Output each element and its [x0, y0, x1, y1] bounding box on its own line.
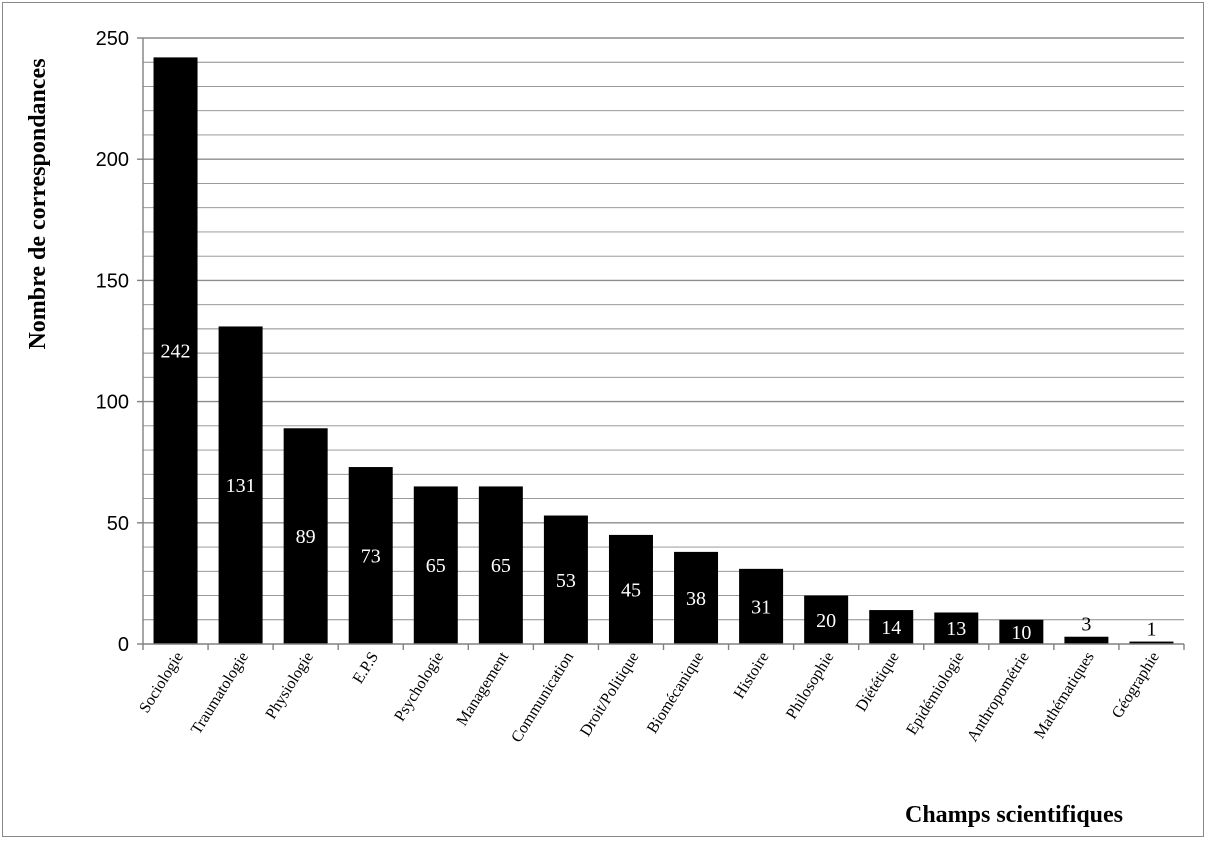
y-tick-label: 150 — [96, 270, 129, 292]
y-tick-label: 100 — [96, 392, 129, 414]
y-tick-label: 50 — [107, 513, 129, 535]
x-tick-labels: Sociologie Traumatologie Physiologie E.P.S P… — [136, 649, 1163, 746]
x-tick-label: Mathématiques — [1031, 649, 1098, 742]
x-tick-label: Traumatologie — [188, 649, 252, 737]
bar — [153, 57, 198, 645]
x-tick-label: Anthropométrie — [964, 649, 1033, 745]
x-tick-label: Psychologie — [391, 649, 447, 724]
x-tick-label: Histoire — [731, 649, 773, 702]
bar — [739, 568, 784, 644]
x-tick-label: E.P.S — [350, 649, 382, 687]
x-tick-label: Droit/Politique — [577, 649, 642, 739]
bar — [608, 534, 653, 644]
bar — [413, 486, 458, 644]
bars — [153, 57, 1174, 645]
data-label: 89 — [296, 526, 316, 548]
x-tick-label: Epidémiologie — [903, 649, 967, 738]
bar — [218, 326, 263, 644]
data-label: 1 — [1146, 619, 1156, 641]
bar — [348, 467, 393, 644]
x-tick-label: Géographie — [1109, 649, 1163, 721]
x-tick-label: Communication — [508, 649, 577, 745]
bar — [283, 428, 328, 644]
y-tick-label: 0 — [118, 634, 129, 656]
data-label: 53 — [556, 570, 576, 592]
data-label: 20 — [816, 610, 836, 632]
data-label: 10 — [1011, 622, 1031, 644]
data-label: 14 — [881, 617, 901, 639]
bar — [543, 515, 588, 644]
bar — [674, 551, 719, 644]
bar — [999, 619, 1044, 644]
axes — [137, 37, 1185, 650]
data-label: 65 — [491, 555, 511, 577]
bar — [869, 610, 914, 644]
bar — [1064, 636, 1109, 644]
data-label: 45 — [621, 579, 641, 601]
x-tick-label: Sociologie — [136, 649, 187, 716]
y-tick-labels: 0 50 100 150 200 250 — [96, 28, 129, 656]
data-label: 73 — [361, 546, 381, 568]
y-axis-title: Nombre de correspondances — [25, 58, 51, 349]
data-label: 3 — [1081, 614, 1091, 636]
bar — [1129, 641, 1174, 644]
bar — [934, 612, 979, 644]
data-label: 13 — [946, 618, 966, 640]
y-tick-label: 200 — [96, 149, 129, 171]
data-label: 38 — [686, 588, 706, 610]
data-label: 242 — [161, 341, 191, 363]
bar — [478, 486, 523, 644]
data-label: 31 — [751, 596, 771, 618]
data-label: 131 — [226, 475, 256, 497]
data-label: 65 — [426, 555, 446, 577]
x-tick-label: Philosophie — [783, 649, 837, 722]
x-tick-label: Biomécanique — [644, 649, 707, 736]
x-axis-title: Champs scientifiques — [905, 802, 1123, 828]
x-tick-label: Management — [454, 649, 513, 729]
y-tick-label: 250 — [96, 28, 129, 50]
x-tick-label: Physiologie — [263, 649, 317, 722]
bar — [804, 595, 849, 644]
x-tick-label: Diététique — [853, 649, 903, 715]
